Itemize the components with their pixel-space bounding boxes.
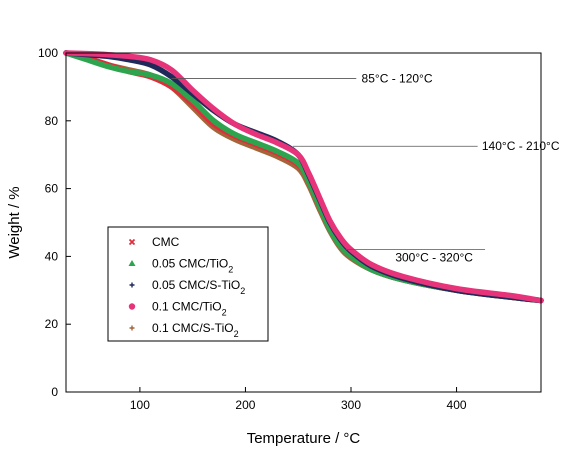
x-tick-label: 100: [130, 398, 150, 412]
legend-label-subscript: 2: [240, 286, 245, 296]
y-tick-label: 20: [45, 317, 59, 331]
legend-label-1: 0.05 CMC/TiO2: [152, 257, 233, 275]
x-tick-label: 300: [341, 398, 361, 412]
legend-label-main: 0.05 CMC/S-TiO: [152, 278, 240, 292]
y-tick-label: 60: [45, 182, 59, 196]
legend-marker-3: [128, 303, 136, 310]
y-axis-ticks: 0 20 40 60 80 100: [38, 46, 71, 399]
legend-label-main: 0.1 CMC/TiO: [152, 300, 222, 314]
plot-marks: [63, 50, 544, 304]
legend-label-main: 0.1 CMC/S-TiO: [152, 321, 234, 335]
legend-label-0: CMC: [152, 235, 180, 249]
x-axis-title: Temperature / °C: [247, 430, 361, 447]
plot-frame: [65, 52, 542, 393]
legend-marker-4: [129, 325, 135, 331]
legend-label-subscript: 2: [222, 308, 227, 318]
legend-label-3: 0.1 CMC/TiO2: [152, 300, 227, 318]
x-tick-label: 400: [447, 398, 467, 412]
x-mark-icon: [128, 238, 136, 246]
y-tick-label: 80: [45, 114, 59, 128]
triangle-icon: [128, 260, 136, 266]
series-line-3: [63, 50, 544, 304]
y-tick-label: 0: [51, 385, 58, 399]
legend-marker-1: [128, 260, 136, 266]
y-axis-title: Weight / %: [6, 186, 23, 258]
legend-box: [107, 226, 269, 342]
legend-label-4: 0.1 CMC/S-TiO2: [152, 321, 239, 339]
legend-marker-0: [128, 238, 136, 246]
legend-label-subscript: 2: [234, 329, 239, 339]
y-tick-label: 100: [38, 46, 58, 60]
y-tick-label: 40: [45, 249, 59, 263]
x-tick-label: 200: [235, 398, 255, 412]
annotations: 85°C - 120°C 140°C - 210°C 300°C - 320°C: [171, 71, 560, 265]
annotation-label-0: 85°C - 120°C: [362, 71, 433, 85]
annotation-label-1: 140°C - 210°C: [482, 139, 560, 153]
legend-label-main: 0.05 CMC/TiO: [152, 257, 228, 271]
circle-icon: [128, 303, 136, 310]
plus-icon: [129, 282, 135, 288]
legend-label-main: CMC: [152, 235, 180, 249]
legend-marker-2: [129, 282, 135, 288]
annotation-label-2: 300°C - 320°C: [395, 251, 473, 265]
legend-label-subscript: 2: [228, 265, 233, 275]
plus-icon: [129, 325, 135, 331]
legend-label-2: 0.05 CMC/S-TiO2: [152, 278, 245, 296]
x-axis-ticks: 100 200 300 400: [130, 387, 467, 412]
